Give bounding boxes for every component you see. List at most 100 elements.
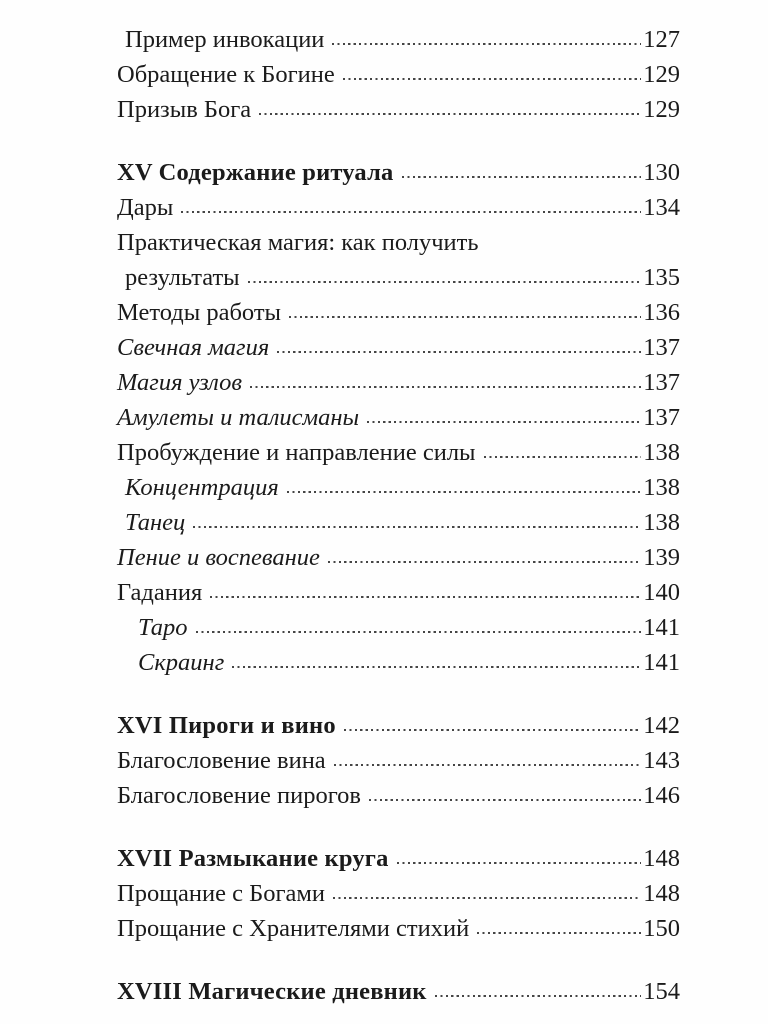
dotted-leader — [250, 385, 642, 388]
toc-entry-page-number: 138 — [643, 474, 680, 501]
toc-entry-label: результаты — [125, 264, 240, 291]
toc-entry-label: Призыв Бога — [117, 96, 252, 123]
toc-entry-page-number: 129 — [643, 96, 680, 123]
toc-entry-label: Таро — [138, 614, 188, 641]
toc-entry-label: Магия узлов — [117, 369, 243, 396]
toc-entry-page-number: 134 — [643, 194, 680, 221]
dotted-leader — [289, 315, 642, 318]
dotted-leader — [193, 525, 642, 528]
toc-entry-label: XVI Пироги и вино — [117, 712, 336, 739]
dotted-leader — [367, 420, 642, 423]
toc-entry-page-number: 137 — [643, 334, 680, 361]
dotted-leader — [343, 728, 642, 731]
toc-entry-label: Пробуждение и направление силы — [117, 439, 476, 466]
toc-entry: Таро 141 — [117, 610, 680, 645]
toc-entry: результаты 135 — [117, 260, 680, 295]
toc-entry-page-number: 130 — [643, 159, 680, 186]
toc-entry: Танец 138 — [117, 505, 680, 540]
toc-entry: Пробуждение и направление силы 138 — [117, 435, 680, 470]
toc-entry: Дары 134 — [117, 190, 680, 225]
toc-entry-label: Дары — [117, 194, 174, 221]
dotted-leader — [333, 763, 642, 766]
toc-entry-label: Практическая магия: как получить — [117, 229, 479, 256]
toc-entry: Свечная магия 137 — [117, 330, 680, 365]
toc-entry: Практическая магия: как получить — [117, 225, 680, 260]
toc-entry-label: Методы работы — [117, 299, 281, 326]
toc-entry: Прощание с Хранителями стихий 150 — [117, 911, 680, 946]
toc-entry-page-number: 136 — [643, 299, 680, 326]
toc-entry: Скраинг 141 — [117, 645, 680, 680]
dotted-leader — [286, 490, 642, 493]
toc-entry-label: Благословение пирогов — [117, 782, 361, 809]
toc-entry: XVII Размыкание круга 148 — [117, 841, 680, 876]
toc-entry-label: XVII Размыкание круга — [117, 845, 389, 872]
toc-entry-label: Гадания — [117, 579, 203, 606]
toc-entry-page-number: 143 — [643, 747, 680, 774]
dotted-leader — [483, 455, 642, 458]
toc-entry-page-number: 148 — [643, 880, 680, 907]
dotted-leader — [232, 665, 642, 668]
toc-entry-page-number: 138 — [643, 439, 680, 466]
toc-entry-page-number: 137 — [643, 369, 680, 396]
toc-entry-page-number: 129 — [643, 61, 680, 88]
toc-entry-page-number: 148 — [643, 845, 680, 872]
toc-entry-page-number: 140 — [643, 579, 680, 606]
toc-entry: Призыв Бога 129 — [117, 92, 680, 127]
toc-entry-page-number: 142 — [643, 712, 680, 739]
dotted-leader — [247, 280, 642, 283]
dotted-leader — [181, 210, 642, 213]
toc-entry: XVIII Магические дневник 154 — [117, 974, 680, 1009]
toc-entry-label: XVIII Магические дневник — [117, 978, 427, 1005]
toc-entry-label: Амулеты и талисманы — [117, 404, 360, 431]
toc-entry-label: Концентрация — [125, 474, 279, 501]
toc-entry: Благословение пирогов 146 — [117, 778, 680, 813]
dotted-leader — [396, 861, 642, 864]
dotted-leader — [277, 350, 642, 353]
toc-entry-label: Пение и воспевание — [117, 544, 320, 571]
toc-entry-page-number: 138 — [643, 509, 680, 536]
dotted-leader — [434, 994, 642, 997]
toc-entry-page-number: 150 — [643, 915, 680, 942]
toc-entry-page-number: 135 — [643, 264, 680, 291]
toc-entry: XVI Пироги и вино 142 — [117, 708, 680, 743]
toc-entry-page-number: 141 — [643, 614, 680, 641]
toc-entry-page-number: 127 — [643, 26, 680, 53]
toc-entry-label: Благословение вина — [117, 747, 326, 774]
toc-entry: Пение и воспевание 139 — [117, 540, 680, 575]
toc-entry-page-number: 146 — [643, 782, 680, 809]
toc-entry: XV Содержание ритуала 130 — [117, 155, 680, 190]
toc-list: Пример инвокации 127 Обращение к Богине … — [117, 22, 680, 1009]
toc-entry-label: Пример инвокации — [125, 26, 325, 53]
dotted-leader — [195, 630, 642, 633]
toc-entry-label: Танец — [125, 509, 186, 536]
toc-entry-label: Прощание с Хранителями стихий — [117, 915, 470, 942]
toc-entry-label: XV Содержание ритуала — [117, 159, 394, 186]
toc-entry-label: Обращение к Богине — [117, 61, 335, 88]
dotted-leader — [401, 175, 642, 178]
dotted-leader — [477, 931, 642, 934]
toc-entry: Амулеты и талисманы 137 — [117, 400, 680, 435]
toc-entry-page-number: 137 — [643, 404, 680, 431]
toc-entry: Концентрация 138 — [117, 470, 680, 505]
toc-entry: Обращение к Богине 129 — [117, 57, 680, 92]
dotted-leader — [333, 896, 642, 899]
dotted-leader — [210, 595, 642, 598]
toc-entry-page-number: 154 — [643, 978, 680, 1005]
toc-entry: Пример инвокации 127 — [117, 22, 680, 57]
toc-entry-label: Скраинг — [138, 649, 225, 676]
toc-entry: Благословение вина 143 — [117, 743, 680, 778]
dotted-leader — [369, 798, 642, 801]
dotted-leader — [327, 560, 642, 563]
toc-entry-label: Прощание с Богами — [117, 880, 326, 907]
toc-entry-label: Свечная магия — [117, 334, 270, 361]
dotted-leader — [259, 112, 642, 115]
toc-entry: Методы работы 136 — [117, 295, 680, 330]
dotted-leader — [342, 77, 642, 80]
toc-entry: Гадания 140 — [117, 575, 680, 610]
toc-entry-page-number: 139 — [643, 544, 680, 571]
toc-entry: Магия узлов 137 — [117, 365, 680, 400]
toc-entry: Прощание с Богами 148 — [117, 876, 680, 911]
dotted-leader — [332, 42, 642, 45]
toc-entry-page-number: 141 — [643, 649, 680, 676]
